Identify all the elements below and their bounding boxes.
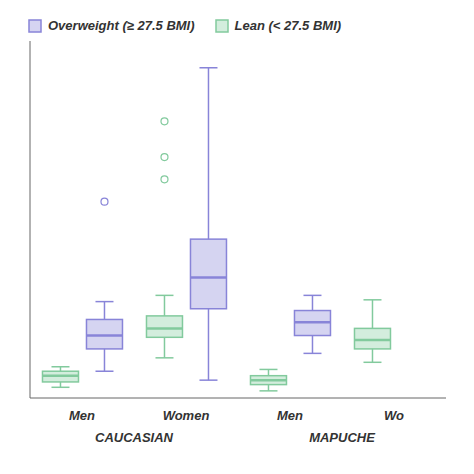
svg-text:Men: Men — [69, 408, 95, 423]
svg-text:Men: Men — [277, 408, 303, 423]
html-text:Lean (< 27.5 BMI): Lean (< 27.5 BMI) — [234, 18, 342, 33]
svg-text:CAUCASIAN: CAUCASIAN — [95, 430, 174, 445]
svg-text:MAPUCHE: MAPUCHE — [309, 430, 375, 445]
svg-text:Women: Women — [163, 408, 210, 423]
html-text:Overweight (≥ 27.5 BMI): Overweight (≥ 27.5 BMI) — [48, 18, 195, 33]
svg-text:Wo: Wo — [384, 408, 404, 423]
